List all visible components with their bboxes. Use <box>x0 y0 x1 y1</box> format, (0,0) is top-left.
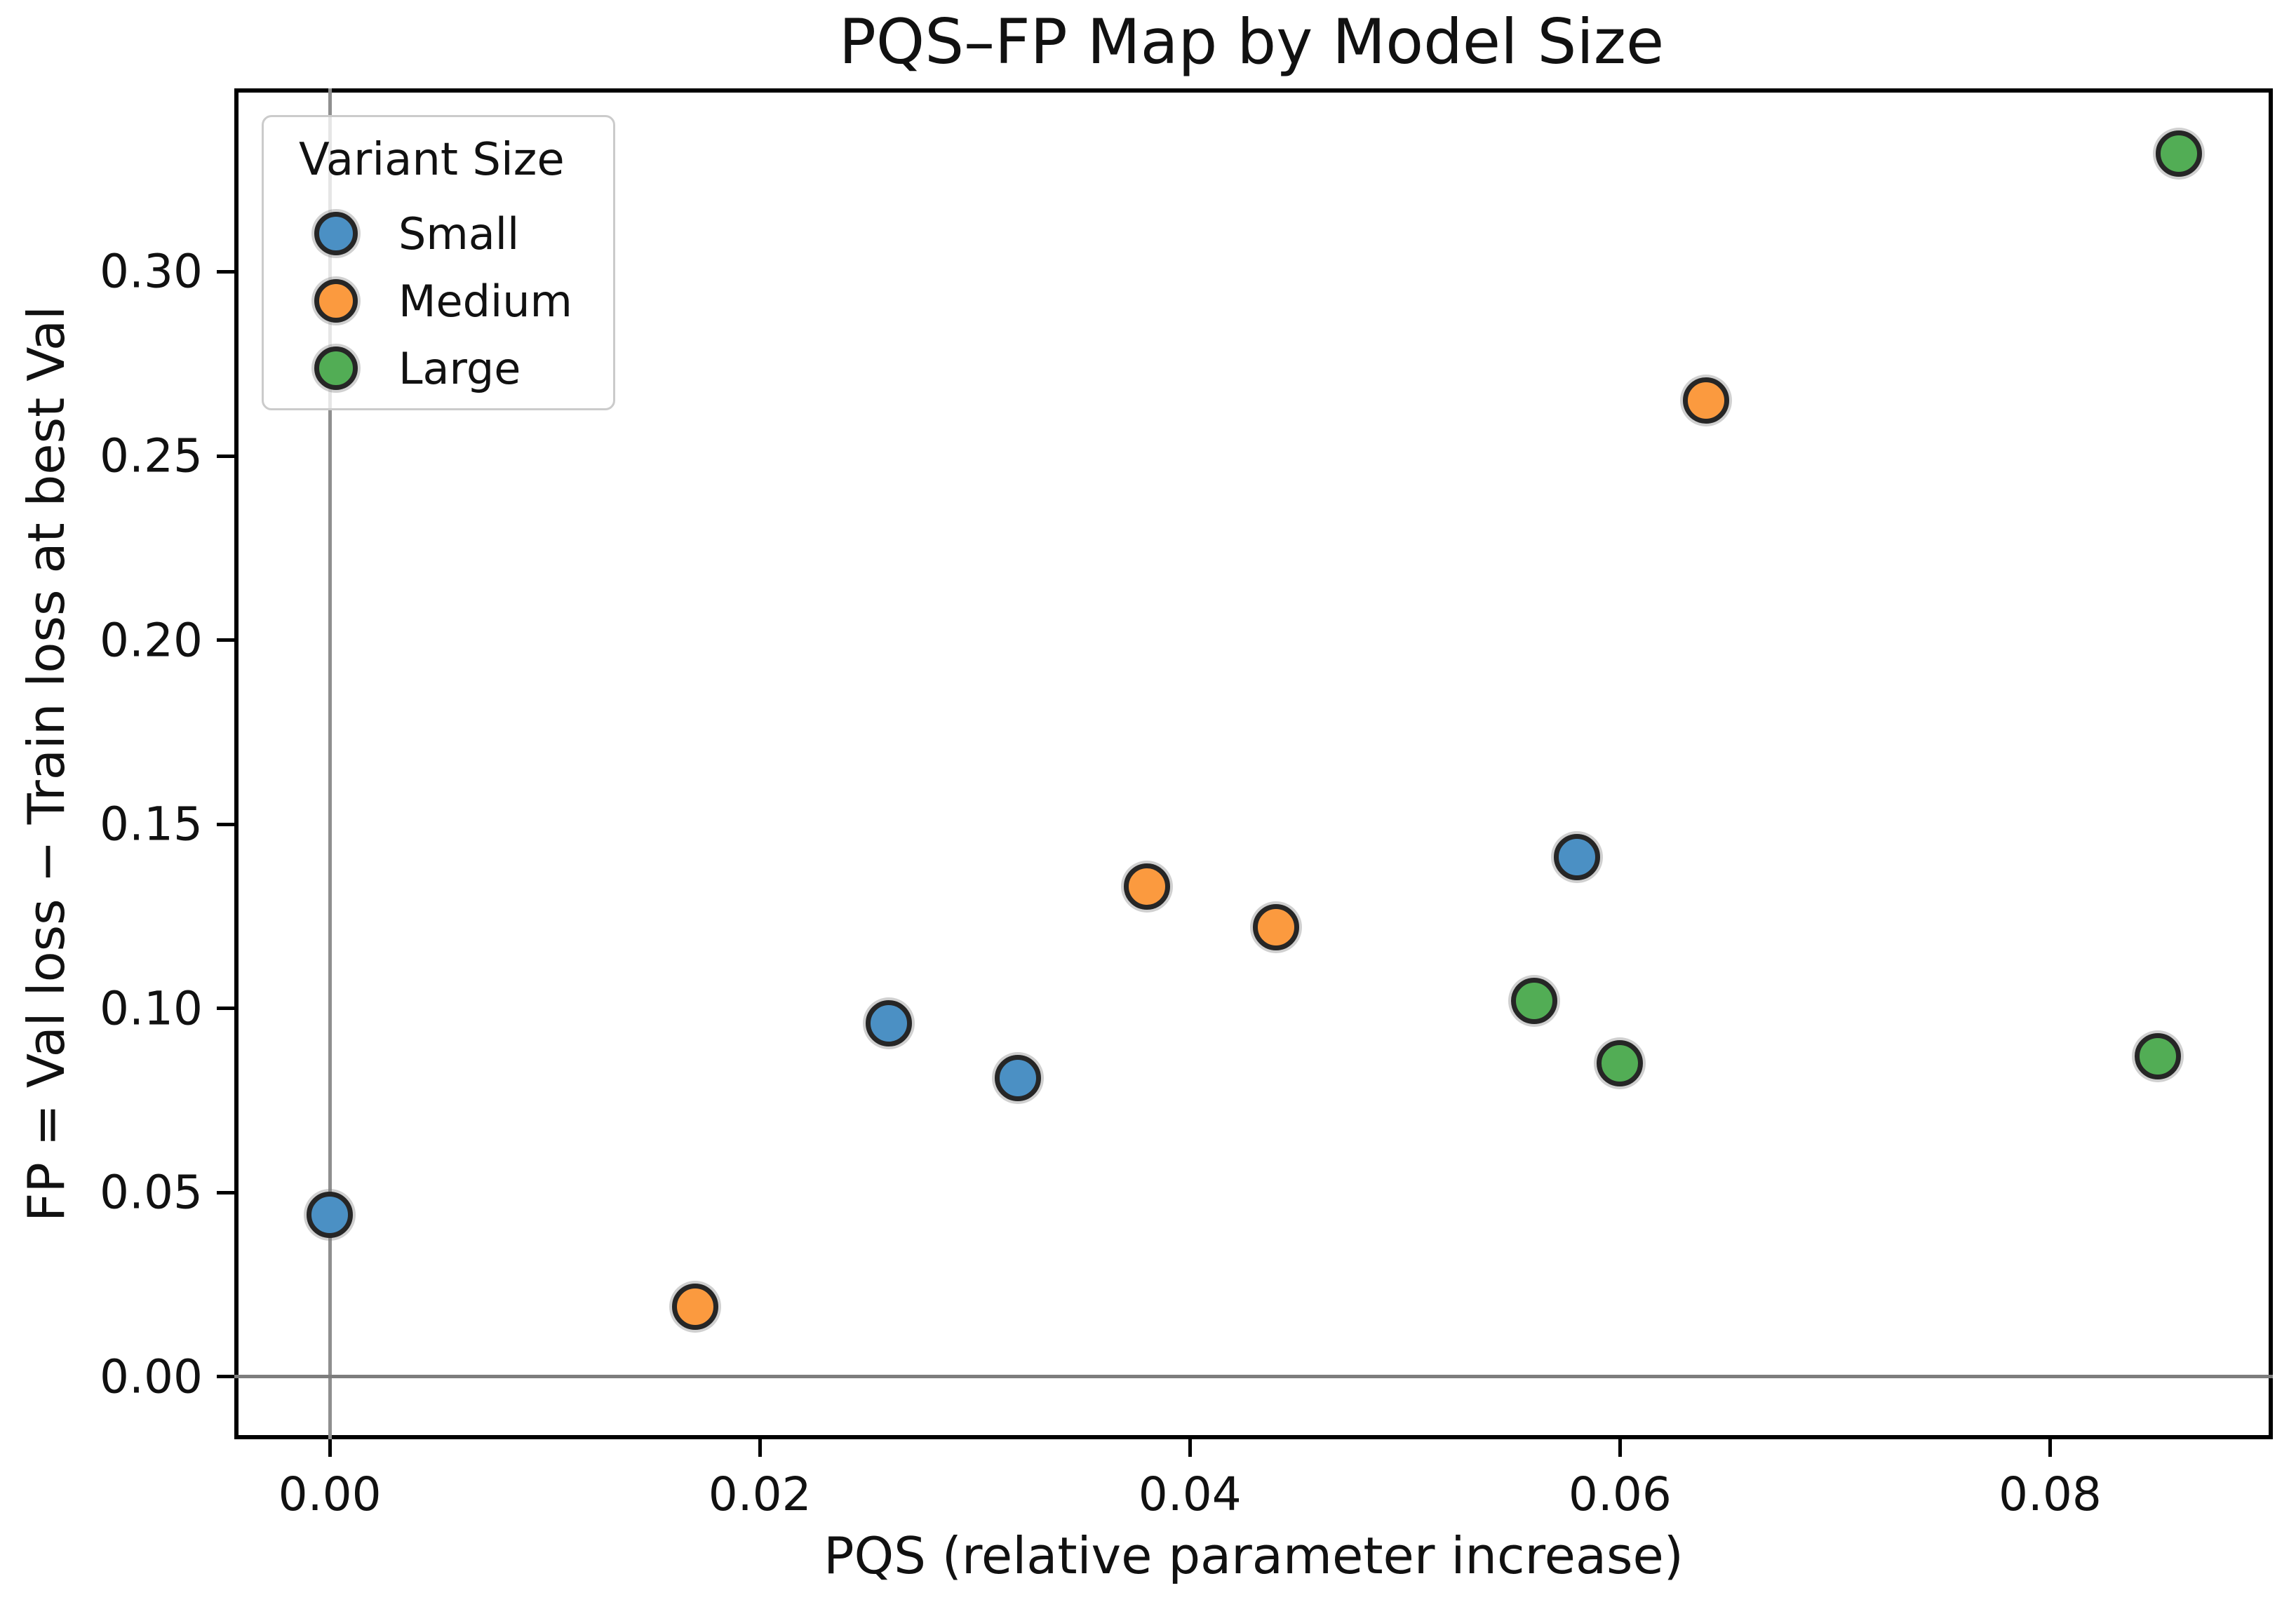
x-tick <box>2048 1439 2052 1457</box>
data-point-small <box>307 1191 354 1238</box>
data-point-small <box>1554 834 1601 881</box>
data-point-large <box>2134 1032 2181 1079</box>
y-tick <box>217 1375 234 1379</box>
zero-y-gridline <box>234 1375 2273 1379</box>
legend-entry-label: Large <box>398 342 521 394</box>
legend: Variant Size Small Medium Large <box>262 115 615 410</box>
legend-entry-small: Small <box>264 200 613 267</box>
x-tick-label: 0.02 <box>708 1467 812 1521</box>
y-tick <box>217 822 234 826</box>
x-tick-label: 0.00 <box>278 1467 382 1521</box>
data-point-small <box>995 1055 1042 1102</box>
legend-title: Variant Size <box>299 134 565 186</box>
plot-area <box>234 88 2273 1439</box>
legend-marker-icon <box>314 346 358 390</box>
data-point-medium <box>1252 904 1299 951</box>
y-tick-label: 0.10 <box>100 981 203 1036</box>
data-point-medium <box>1682 377 1729 424</box>
data-point-small <box>866 999 913 1046</box>
zero-x-gridline <box>328 88 332 1439</box>
legend-marker-icon <box>314 279 358 323</box>
y-tick <box>217 638 234 642</box>
x-tick <box>1618 1439 1622 1457</box>
y-tick <box>217 1007 234 1011</box>
legend-entry-large: Large <box>264 335 613 402</box>
x-tick-label: 0.06 <box>1568 1467 1672 1521</box>
y-tick <box>217 269 234 274</box>
y-tick-label: 0.05 <box>100 1165 203 1220</box>
y-axis-label: FP = Val loss − Train loss at best Val <box>17 305 76 1223</box>
y-tick <box>217 1190 234 1194</box>
x-tick <box>328 1439 332 1457</box>
y-tick <box>217 454 234 458</box>
data-point-large <box>1597 1040 1644 1087</box>
y-tick-label: 0.15 <box>100 797 203 852</box>
y-tick-label: 0.00 <box>100 1349 203 1404</box>
legend-marker-icon <box>314 212 358 255</box>
y-tick-label: 0.25 <box>100 429 203 483</box>
x-tick-label: 0.08 <box>1998 1467 2102 1521</box>
x-tick <box>1188 1439 1192 1457</box>
y-tick-label: 0.30 <box>100 244 203 299</box>
legend-entry-label: Small <box>398 208 520 260</box>
data-point-medium <box>672 1283 719 1330</box>
y-tick-label: 0.20 <box>100 613 203 668</box>
legend-entry-medium: Medium <box>264 267 613 335</box>
legend-entry-label: Medium <box>398 275 572 327</box>
x-tick-label: 0.04 <box>1138 1467 1242 1521</box>
legend-rows: Small Medium Large <box>264 200 613 402</box>
data-point-medium <box>1123 863 1170 910</box>
chart-title: PQS–FP Map by Model Size <box>838 6 1665 78</box>
x-tick <box>758 1439 762 1457</box>
x-axis-label: PQS (relative parameter increase) <box>824 1526 1684 1585</box>
data-point-large <box>2156 130 2203 177</box>
data-point-large <box>1510 978 1557 1025</box>
